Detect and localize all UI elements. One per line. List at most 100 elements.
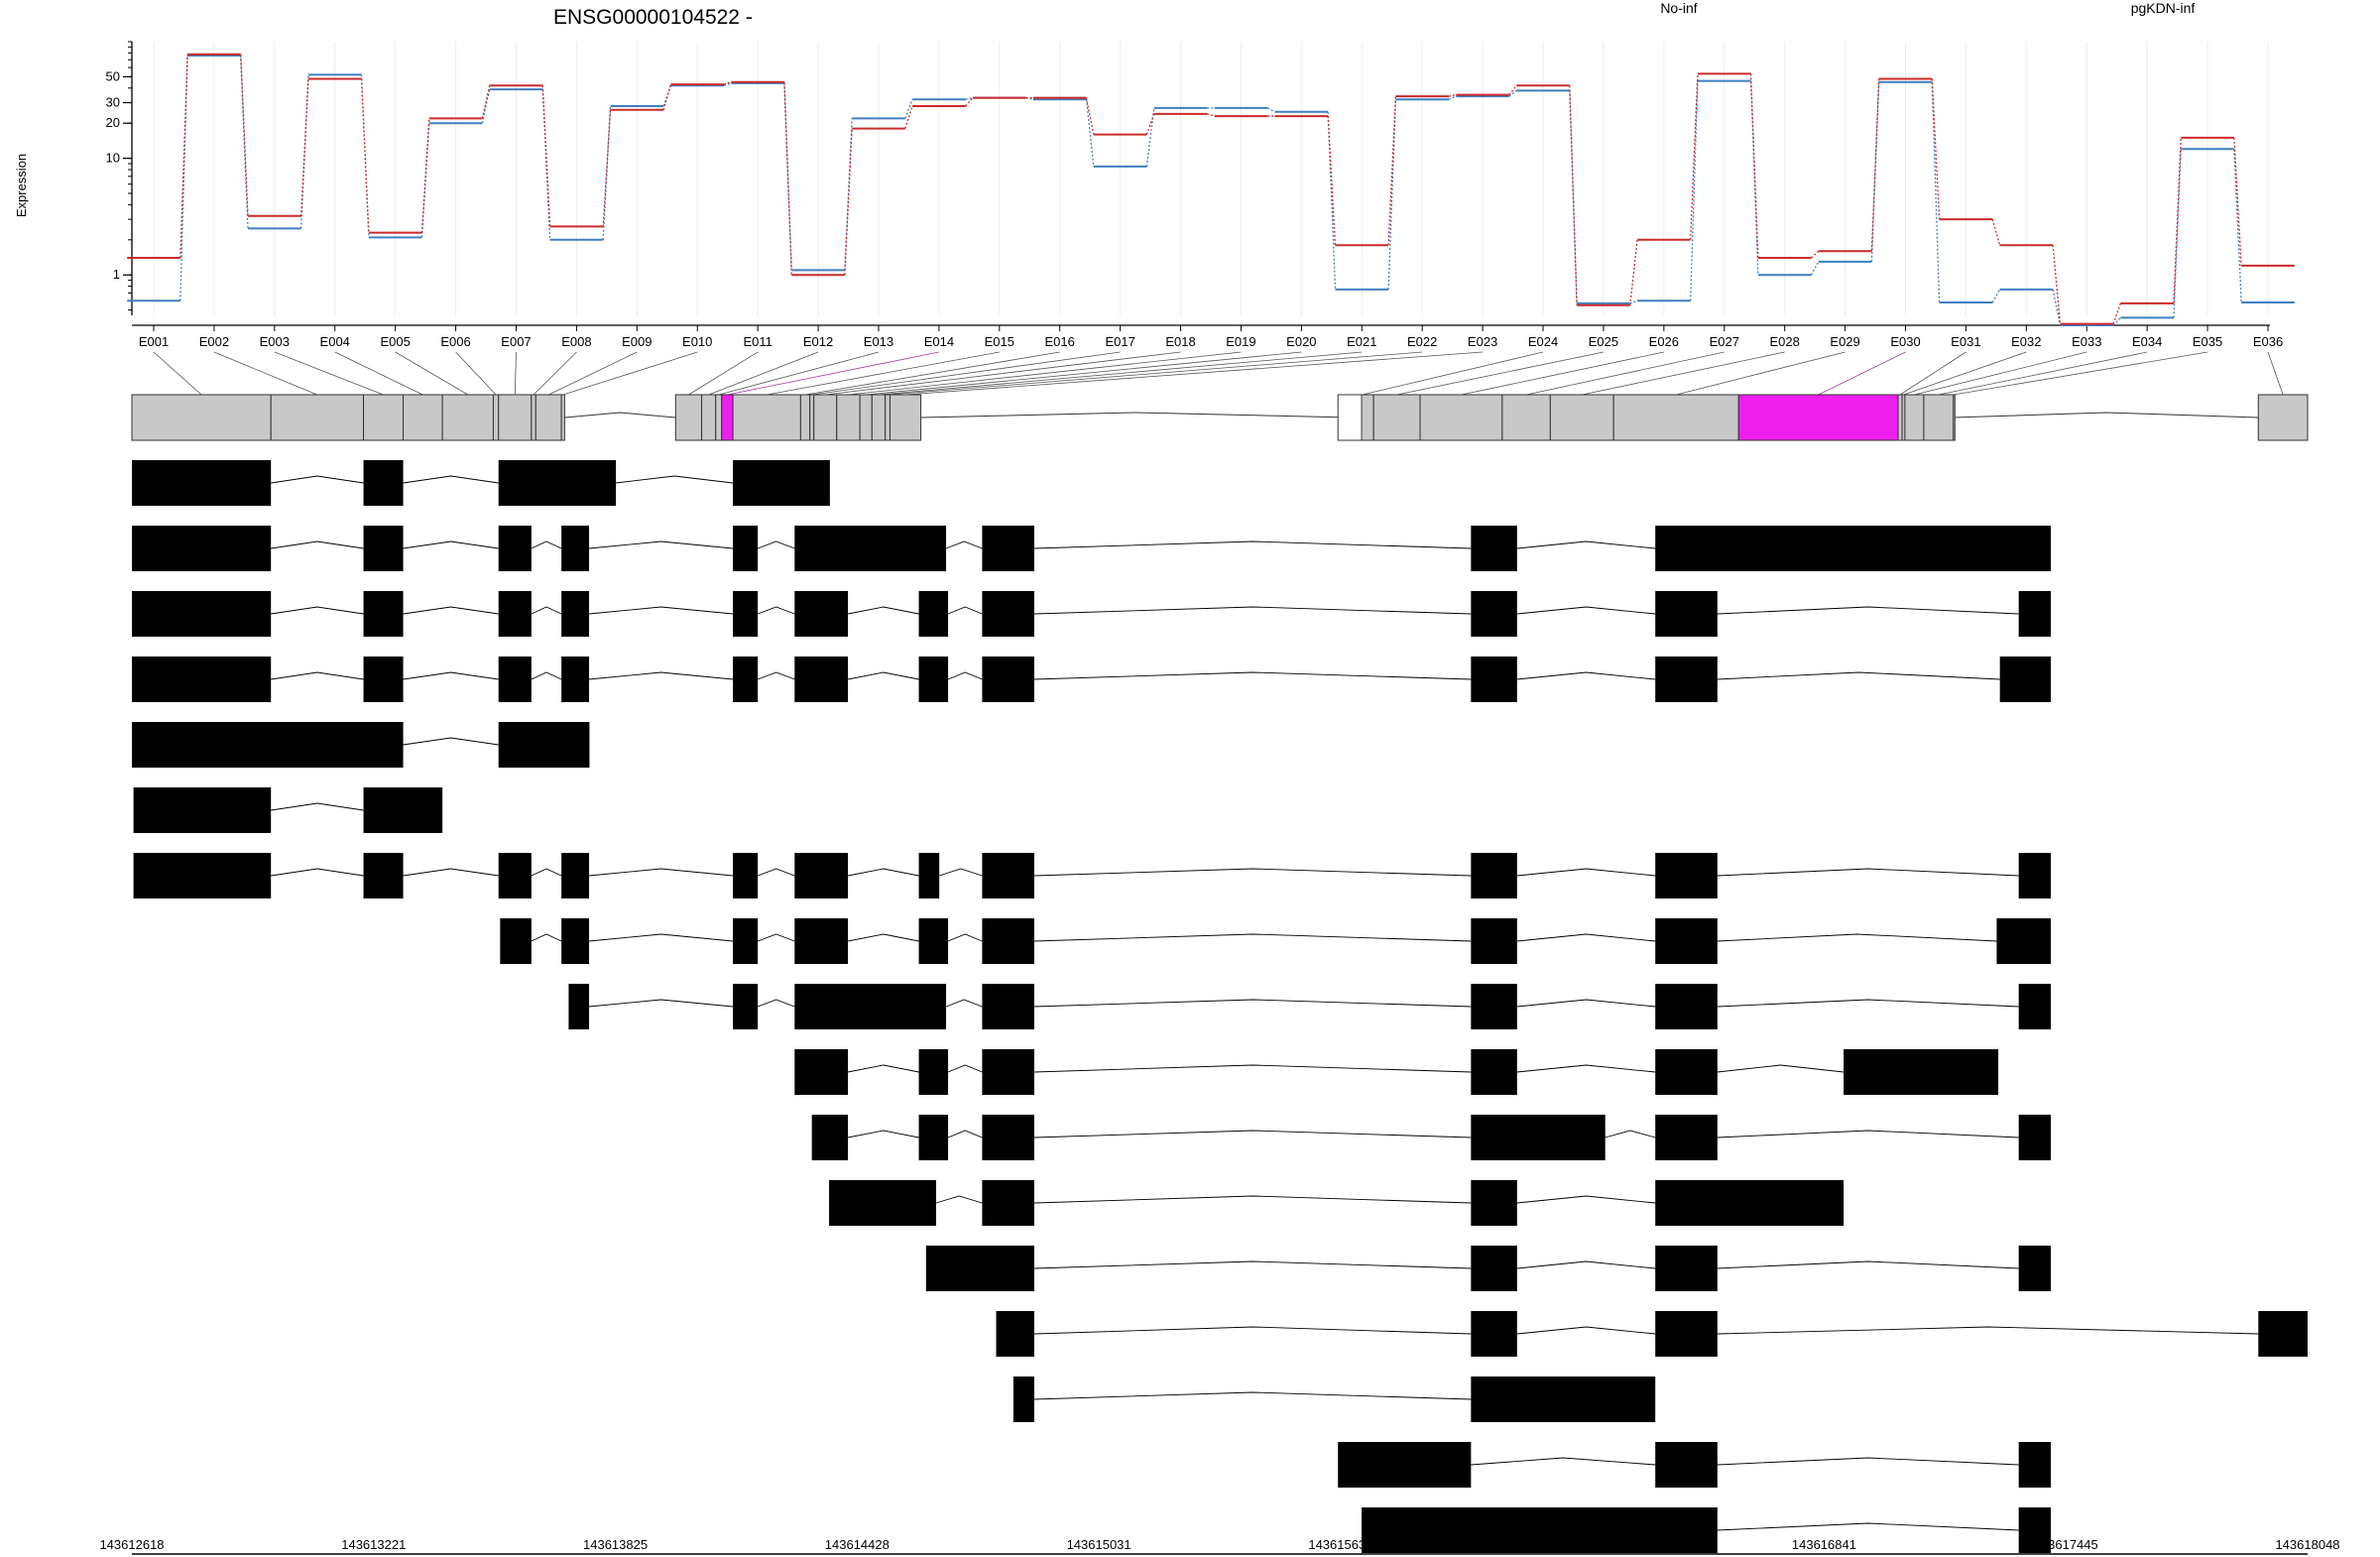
transcript-intron: [403, 540, 499, 549]
intron-line: [920, 412, 1352, 419]
exon-bin: [799, 394, 811, 441]
series-connector: [965, 97, 974, 107]
transcript-exon: [1471, 1049, 1517, 1095]
exon-connector: [727, 351, 939, 396]
exon-connector: [1938, 351, 2148, 396]
exon-tick-label: E010: [682, 334, 712, 349]
transcript-exon: [498, 657, 532, 702]
exon-connector: [213, 351, 318, 396]
transcript-intron: [271, 868, 364, 877]
series-connector: [299, 78, 309, 216]
exon-tick-label: E002: [199, 334, 229, 349]
exon-connector: [334, 351, 423, 396]
transcript-intron: [1516, 933, 1656, 942]
transcript-intron: [588, 868, 734, 877]
exon-tick-label: E032: [2011, 334, 2041, 349]
exon-connectors: [153, 351, 2284, 396]
exon-tick-label: E028: [1769, 334, 1799, 349]
transcript-intron: [847, 1064, 919, 1073]
series-connector: [662, 83, 672, 110]
legend-entry-no-inf: No-inf: [1660, 0, 1697, 16]
series-connector: [179, 55, 188, 301]
exon-tick-label: E015: [985, 334, 1014, 349]
transcript-exon: [918, 1115, 949, 1160]
transcript-exon: [1655, 1311, 1718, 1357]
intron-line: [564, 412, 676, 419]
transcript-exon: [1655, 853, 1718, 898]
series-connector: [844, 128, 853, 276]
gene-model: [131, 394, 2309, 441]
exon-bin: [721, 394, 734, 441]
exon-connector: [866, 351, 1302, 396]
transcript-exon: [982, 918, 1034, 964]
series-connector: [1690, 73, 1699, 240]
exon-tick-label: E004: [320, 334, 350, 349]
transcript-intron: [935, 1195, 983, 1204]
transcript-intron: [1516, 868, 1656, 877]
exon-connector: [1362, 351, 1544, 396]
transcript-intron: [1033, 1391, 1472, 1400]
transcript-exon: [561, 591, 590, 637]
exon-tick-label: E001: [139, 334, 169, 349]
genomic-tick-label: 143615031: [1067, 1537, 1131, 1552]
transcript-exon: [733, 657, 759, 702]
transcript-intron: [588, 671, 734, 680]
transcript-exon: [733, 460, 830, 506]
series-connector: [1629, 299, 1638, 304]
exon-bin: [131, 394, 272, 441]
genomic-tick-label: 143617445: [2034, 1537, 2098, 1552]
transcript-exon: [363, 657, 404, 702]
series-connector: [481, 88, 491, 124]
transcript-intron: [1516, 999, 1656, 1008]
exon-tick-label: E008: [561, 334, 591, 349]
series-connector: [1749, 73, 1759, 259]
exon-bin: [1923, 394, 1955, 441]
exon-tick-label: E018: [1165, 334, 1195, 349]
series-connector: [1508, 89, 1517, 97]
transcript-intron: [403, 737, 499, 746]
transcript-exon: [918, 853, 940, 898]
series-connector: [1448, 93, 1457, 97]
transcript-intron: [1033, 868, 1472, 877]
transcript-intron: [403, 606, 499, 615]
transcript-intron: [947, 1064, 983, 1073]
transcript-exon: [2018, 853, 2052, 898]
transcript-exon: [498, 853, 532, 898]
transcript-exon: [982, 526, 1034, 571]
transcript-exon: [1655, 526, 2052, 571]
exon-bin: [809, 394, 815, 441]
exon-connector: [533, 351, 577, 396]
transcript-exon: [568, 984, 590, 1029]
transcript-exon: [1362, 1507, 1718, 1553]
transcript-exon: [982, 853, 1034, 898]
exon-tick-label: E021: [1347, 334, 1376, 349]
exon-connector: [1953, 351, 2208, 396]
exon-connector: [153, 351, 202, 396]
transcript-exon: [1471, 984, 1517, 1029]
exon-connector: [1818, 351, 1906, 396]
series-connector: [1207, 113, 1215, 117]
transcript-intron: [1717, 868, 2019, 877]
transcript-intron: [1033, 606, 1472, 615]
transcript-exon: [918, 918, 949, 964]
transcript-intron: [1516, 671, 1656, 680]
transcript-intron: [271, 475, 364, 484]
exon-bin: [859, 394, 873, 441]
transcript-exon: [794, 657, 849, 702]
series-connector: [360, 78, 370, 233]
series-connector: [1145, 113, 1155, 135]
transcript-exon: [1471, 1246, 1517, 1291]
genomic-tick-label: 143613221: [341, 1537, 406, 1552]
series-connector: [1870, 78, 1880, 252]
transcript-intron: [757, 999, 795, 1008]
transcript-intron: [271, 671, 364, 680]
exon-bin: [836, 394, 861, 441]
transcript-intron: [1033, 1130, 1472, 1138]
transcript-exon: [1471, 1377, 1656, 1422]
transcript-intron: [1717, 1064, 1844, 1073]
transcript-exon: [1655, 984, 1718, 1029]
exon-connector: [718, 351, 880, 396]
genomic-tick-label: 143616841: [1792, 1537, 1856, 1552]
transcript-exon: [982, 1180, 1034, 1226]
transcript-exon: [2018, 1115, 2052, 1160]
